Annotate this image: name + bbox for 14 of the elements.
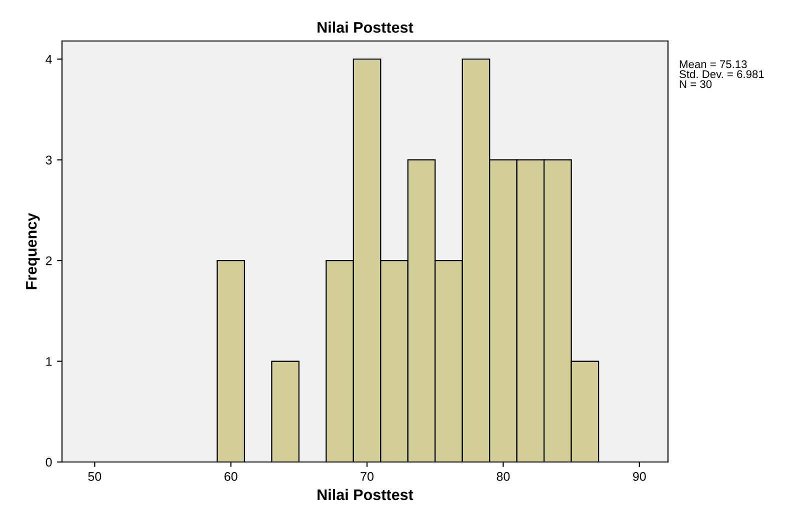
x-tick-label: 80 [496, 472, 510, 481]
text: Mean = 75.13 Std. Dev. = 6.981 N = 30 [680, 60, 764, 88]
x-tick-label: 50 [88, 472, 102, 481]
x-tick-label: 60 [224, 472, 238, 481]
y-tick-label: 2 [46, 256, 52, 266]
x-tick-label: 70 [360, 472, 374, 481]
y-tick-label: 1 [46, 357, 52, 366]
y-tick-label: 0 [46, 458, 52, 467]
y-tick-label: 3 [46, 156, 52, 164]
y-tick-label: 4 [46, 55, 52, 64]
x-tick-label: 90 [633, 472, 646, 481]
y-axis-title: Frequency [26, 212, 40, 290]
x-axis-title: Nilai Posttest [318, 488, 414, 500]
chart-title: Nilai Posttest [318, 22, 414, 33]
